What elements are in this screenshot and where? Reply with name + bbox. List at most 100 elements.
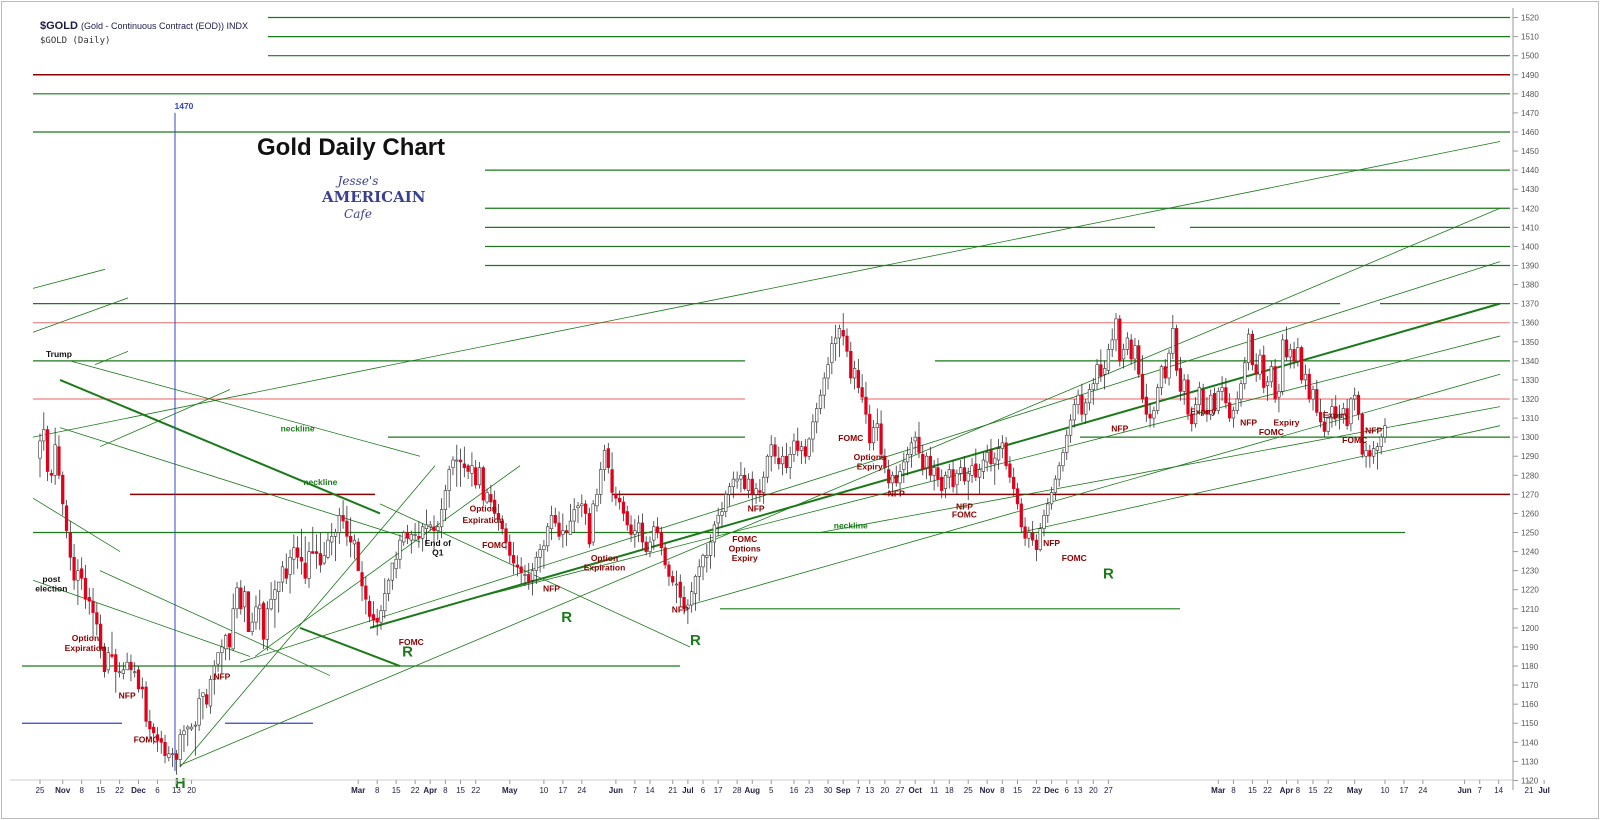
candle-down	[375, 618, 379, 623]
x-tick-label: 25	[36, 786, 45, 795]
candle-down	[1356, 394, 1361, 415]
candle-up	[924, 455, 929, 468]
candle-up	[1341, 408, 1345, 415]
candle-up	[424, 524, 429, 529]
candle-down	[1190, 413, 1194, 425]
x-tick-label: 22	[1032, 786, 1041, 795]
candle-up	[705, 555, 709, 558]
candle-down	[553, 515, 557, 524]
candle-up	[436, 526, 440, 531]
y-axis: 1120 1130 1140 1150 1160 1170 1180 1190 1200 1210…	[1512, 8, 1539, 790]
annotation-label: 1470	[175, 101, 194, 111]
candle-up	[1258, 354, 1262, 375]
annotation-label: NFP	[1240, 418, 1257, 428]
x-tick-label: Apr	[423, 786, 437, 795]
candle-down	[743, 474, 747, 489]
candle-down	[95, 612, 99, 625]
candle-down	[129, 661, 133, 671]
candle-down	[83, 577, 88, 600]
candle-up	[1193, 404, 1198, 425]
candle-up	[337, 515, 341, 533]
candle-up	[652, 526, 656, 541]
y-tick-label: 1370	[1521, 300, 1539, 309]
candle-down	[773, 444, 777, 457]
candle-down	[667, 564, 671, 577]
x-tick-label: May	[502, 786, 518, 795]
x-tick-label: Mar	[351, 786, 365, 795]
y-tick-label: 1300	[1521, 433, 1539, 442]
x-tick-label: Jul	[682, 786, 694, 795]
candle-up	[220, 646, 224, 653]
y-tick-label: 1200	[1521, 624, 1539, 633]
candle-up	[731, 478, 735, 488]
candle-up	[1167, 352, 1171, 379]
candle-up	[690, 591, 694, 606]
y-tick-label: 1210	[1521, 605, 1539, 614]
candle-up	[106, 652, 110, 671]
candle-down	[458, 459, 463, 463]
symbol-text: $GOLD	[40, 20, 78, 32]
trend-line	[94, 350, 129, 366]
candle-up	[1103, 368, 1107, 375]
candle-up	[208, 679, 213, 707]
annotation-label: Q1	[432, 547, 444, 557]
candle-down	[879, 423, 883, 455]
candle-down	[1284, 339, 1289, 358]
y-tick-label: 1230	[1521, 567, 1539, 576]
candle-up	[186, 726, 190, 730]
candle-up	[386, 579, 391, 594]
x-tick-label: 22	[471, 786, 480, 795]
candle-up	[981, 459, 986, 472]
candle-up	[170, 753, 175, 756]
candle-down	[1099, 364, 1103, 377]
trend-line	[99, 389, 231, 448]
candle-down	[663, 547, 667, 566]
candle-up	[447, 469, 451, 491]
candle-up	[1296, 347, 1300, 362]
x-tick-label: 8	[79, 786, 84, 795]
candle-up	[288, 557, 292, 575]
annotation-label: Expiry	[732, 553, 758, 563]
candle-up	[1281, 339, 1285, 392]
candle-up	[121, 669, 125, 674]
y-tick-label: 1440	[1521, 166, 1539, 175]
candle-down	[45, 429, 50, 472]
candle-up	[762, 476, 766, 493]
y-tick-label: 1380	[1521, 281, 1539, 290]
candle-up	[1216, 391, 1220, 411]
candle-down	[349, 536, 353, 543]
candle-down	[1273, 366, 1277, 400]
candle-down	[784, 455, 789, 468]
candle-down	[1262, 354, 1266, 388]
candle-up	[439, 509, 444, 528]
x-tick-label: 8	[1296, 786, 1301, 795]
chart-symbol: $GOLD (Gold - Continuous Contract (EOD))…	[40, 20, 248, 32]
x-tick-label: 22	[1263, 786, 1272, 795]
candle-down	[1292, 349, 1296, 362]
candle-down	[894, 474, 898, 484]
candle-down	[951, 469, 955, 488]
candle-down	[1254, 364, 1258, 375]
annotation-label: Option	[470, 504, 497, 514]
candle-down	[98, 623, 103, 650]
candle-up	[580, 503, 584, 507]
candle-down	[1318, 412, 1323, 423]
symbol-description: (Gold - Continuous Contract (EOD)) INDX	[80, 21, 249, 31]
y-tick-label: 1280	[1521, 471, 1539, 480]
trend-line	[299, 626, 401, 667]
x-tick-label: 17	[1399, 786, 1408, 795]
x-tick-label: Oct	[909, 786, 923, 795]
candle-down	[246, 591, 251, 632]
candle-up	[523, 574, 527, 576]
candle-up	[212, 665, 216, 680]
candle-down	[474, 467, 478, 486]
candle-up	[1337, 413, 1342, 419]
candle-up	[701, 555, 705, 568]
x-tick-label: Nov	[55, 786, 71, 795]
y-tick-label: 1150	[1521, 719, 1539, 728]
candle-down	[758, 490, 762, 493]
candle-up	[383, 593, 387, 612]
candle-up	[477, 467, 482, 486]
candle-down	[489, 494, 493, 503]
pattern-label: R	[561, 609, 572, 626]
